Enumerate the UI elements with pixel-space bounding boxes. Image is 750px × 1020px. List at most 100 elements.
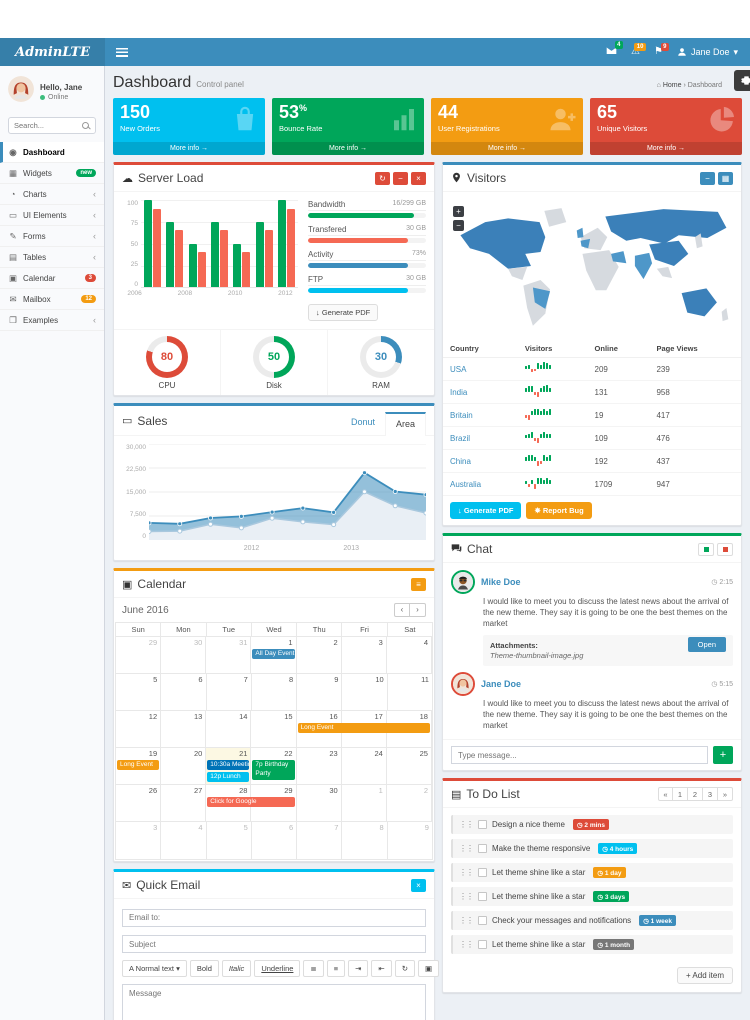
refresh-button[interactable]: ↻ <box>375 171 390 185</box>
email-to-field[interactable] <box>122 908 426 927</box>
email-subject-field[interactable] <box>122 935 426 953</box>
ordered-list-button[interactable]: ≡ <box>326 960 346 977</box>
calendar-event[interactable]: Click for Google <box>207 797 295 807</box>
search-input[interactable] <box>14 121 82 130</box>
tab-donut[interactable]: Donut <box>350 417 375 427</box>
calendar-day[interactable]: 10 <box>342 674 388 710</box>
report-bug-button[interactable]: ✸ Report Bug <box>526 502 592 519</box>
calendar-day[interactable]: 3 <box>342 637 387 673</box>
calendar-day[interactable]: 24 <box>342 748 387 784</box>
drag-handle-icon[interactable]: ⋮⋮ <box>459 940 474 950</box>
more-info-link[interactable]: More info → <box>431 142 583 155</box>
calendar-day[interactable]: 25 <box>387 748 432 784</box>
email-message-field[interactable] <box>122 984 426 1020</box>
close-button[interactable]: × <box>411 171 426 185</box>
todo-checkbox[interactable] <box>478 868 487 878</box>
close-button[interactable]: × <box>411 878 426 892</box>
calendar-day[interactable]: 8 <box>252 674 298 710</box>
todo-checkbox[interactable] <box>478 844 487 854</box>
knob-dial[interactable]: 80 <box>146 336 188 378</box>
calendar-day[interactable]: 1 <box>342 785 387 821</box>
country-link[interactable]: Brazil <box>450 433 471 443</box>
page-button-nav[interactable]: « <box>658 787 673 802</box>
calendar-event[interactable]: 7p Birthday Party <box>252 760 295 780</box>
country-link[interactable]: China <box>450 456 471 466</box>
todo-checkbox[interactable] <box>478 820 487 830</box>
calendar-day[interactable]: 9 <box>424 823 429 832</box>
generate-pdf-button[interactable]: ↓ Generate PDF <box>308 304 379 321</box>
message-author[interactable]: Mike Doe <box>481 577 521 587</box>
calendar-day[interactable]: 1 <box>251 637 297 673</box>
collapse-button[interactable]: − <box>393 171 408 185</box>
sidebar-item-tables[interactable]: ▤ Tables ‹ <box>0 247 104 268</box>
calendar-day[interactable]: 5 <box>207 822 252 859</box>
sidebar-toggle-button[interactable] <box>105 38 139 66</box>
calendar-day[interactable]: 7 <box>207 674 252 710</box>
calendar-day[interactable]: 29 <box>116 637 162 673</box>
country-link[interactable]: India <box>450 387 468 397</box>
app-logo[interactable]: AdminLTE <box>0 38 105 66</box>
calendar-day[interactable]: 12 <box>116 711 162 747</box>
calendar-day[interactable]: 2 <box>387 785 432 821</box>
calendar-day[interactable]: 13 <box>161 711 207 747</box>
todo-checkbox[interactable] <box>478 940 487 950</box>
tasks-menu[interactable]: ⚑ 9 <box>654 43 669 57</box>
drag-handle-icon[interactable]: ⋮⋮ <box>459 820 474 830</box>
knob-dial[interactable]: 30 <box>360 336 402 378</box>
calendar-day[interactable]: 15 <box>251 711 297 747</box>
calendar-day[interactable]: 30 <box>161 637 207 673</box>
italic-button[interactable]: Italic <box>221 960 252 977</box>
zoom-out-button[interactable]: − <box>453 220 464 231</box>
calendar-event[interactable]: 12p Lunch <box>207 772 250 782</box>
search-icon[interactable] <box>82 121 90 130</box>
indent-button[interactable]: ⇥ <box>348 960 369 977</box>
calendar-day[interactable]: 6 <box>252 822 298 859</box>
calendar-day[interactable]: 8 <box>342 822 388 859</box>
calendar-day[interactable]: 2 <box>297 637 342 673</box>
calendar-event[interactable]: Long Event <box>117 760 160 770</box>
calendar-day[interactable]: 5 <box>116 674 162 710</box>
calendar-day[interactable]: 14 <box>206 711 252 747</box>
todo-checkbox[interactable] <box>478 916 487 926</box>
notifications-menu[interactable]: ⚠ 10 <box>631 43 646 57</box>
calendar-day[interactable]: 4 <box>161 822 207 859</box>
underline-button[interactable]: Underline <box>254 960 301 977</box>
country-link[interactable]: USA <box>450 364 467 374</box>
sidebar-item-mailbox[interactable]: ✉ Mailbox 12 <box>0 289 104 310</box>
calendar-menu-button[interactable]: ≡ <box>411 577 426 591</box>
user-menu[interactable]: Jane Doe ▾ <box>677 47 738 58</box>
open-attachment-button[interactable]: Open <box>687 636 726 652</box>
more-info-link[interactable]: More info → <box>272 142 424 155</box>
calendar-day[interactable]: 23 <box>297 748 342 784</box>
breadcrumb-home[interactable]: Home <box>662 82 682 89</box>
calendar-day[interactable]: 4 <box>387 637 432 673</box>
page-button-nav[interactable]: » <box>718 787 733 802</box>
zoom-in-button[interactable]: + <box>453 206 464 217</box>
generate-pdf-button[interactable]: ↓ Generate PDF <box>450 502 522 519</box>
drag-handle-icon[interactable]: ⋮⋮ <box>459 868 474 878</box>
calendar-next-button[interactable]: › <box>410 603 426 617</box>
bold-button[interactable]: Bold <box>189 960 219 977</box>
sidebar-item-forms[interactable]: ✎ Forms ‹ <box>0 226 104 247</box>
font-style-dropdown[interactable]: A Normal text ▾ <box>122 960 187 977</box>
calendar-day[interactable]: 30 <box>297 785 342 821</box>
messages-menu[interactable]: 4 <box>606 41 623 59</box>
image-button[interactable]: ▣ <box>418 960 440 977</box>
country-link[interactable]: Britain <box>450 410 473 420</box>
collapse-button[interactable]: − <box>700 171 715 185</box>
sidebar-item-charts[interactable]: ◔ Charts ‹ <box>0 184 104 205</box>
page-button-1[interactable]: 1 <box>673 787 688 802</box>
date-range-button[interactable]: ▦ <box>718 171 733 185</box>
calendar-day[interactable]: 22 <box>251 748 297 784</box>
calendar-day[interactable]: 7 <box>297 822 343 859</box>
sidebar-item-dashboard[interactable]: ◉ Dashboard <box>0 142 104 163</box>
drag-handle-icon[interactable]: ⋮⋮ <box>459 892 474 902</box>
more-info-link[interactable]: More info → <box>590 142 742 155</box>
sidebar-item-calendar[interactable]: ▣ Calendar 3 <box>0 268 104 289</box>
calendar-day[interactable]: 31 <box>206 637 252 673</box>
world-map[interactable]: + − <box>443 192 741 336</box>
calendar-event[interactable]: All Day Event <box>252 649 295 659</box>
calendar-day[interactable]: 19 <box>116 748 162 784</box>
calendar-day[interactable]: 20 <box>161 748 207 784</box>
calendar-day[interactable]: 27 <box>161 785 207 821</box>
